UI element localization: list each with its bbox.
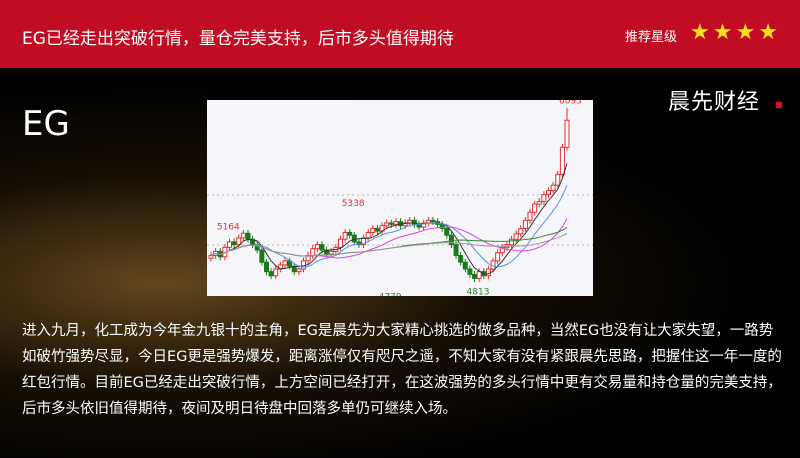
candle <box>374 227 380 232</box>
candle <box>564 119 570 148</box>
candle <box>453 244 459 256</box>
candle <box>430 219 436 223</box>
candle <box>541 194 547 202</box>
star-rating: ★★★★ <box>690 20 781 45</box>
candle <box>250 238 256 246</box>
candle <box>439 223 445 229</box>
candle <box>347 231 353 236</box>
candle <box>522 219 528 229</box>
candle <box>495 252 501 262</box>
candle <box>532 203 538 213</box>
candle <box>527 211 533 221</box>
candle <box>546 190 552 196</box>
candle <box>324 249 330 255</box>
candle <box>476 271 482 279</box>
candle <box>282 260 288 266</box>
candle <box>356 241 362 246</box>
star-icon: ★ <box>735 20 759 45</box>
candle <box>513 233 519 240</box>
candle <box>365 231 371 239</box>
candle <box>240 232 246 239</box>
price-label: 6093 <box>559 100 582 107</box>
candle <box>393 221 399 225</box>
moving-average-line <box>210 232 568 257</box>
product-code: EG <box>22 104 70 144</box>
article-text: 进入九月，化工成为今年金九银十的主角，EG是晨先为大家精心挑选的做多品种，当然E… <box>22 323 782 417</box>
candle <box>509 238 515 246</box>
candle <box>555 173 561 186</box>
header-bar: EG已经走出突破行情，量仓完美支持，后市多头值得期待 推荐星级 ★★★★ <box>0 0 800 68</box>
price-label: 5338 <box>342 199 365 209</box>
candle <box>259 249 265 263</box>
candle <box>402 222 408 227</box>
price-label: 4779 <box>379 292 402 296</box>
candle <box>421 222 427 228</box>
candle <box>351 234 357 243</box>
candle <box>518 227 524 235</box>
candle <box>310 248 316 256</box>
moving-average-line <box>210 163 568 275</box>
candle <box>263 261 269 273</box>
star-icon: ★ <box>712 20 736 45</box>
candle <box>231 241 237 246</box>
candle <box>370 227 376 233</box>
candle <box>444 227 450 236</box>
candle <box>559 146 565 175</box>
candle <box>226 241 232 248</box>
candle <box>337 238 343 248</box>
candle <box>499 246 505 254</box>
candle <box>319 244 325 251</box>
candle <box>328 250 334 255</box>
rating-label: 推荐星级 <box>625 30 678 45</box>
candle <box>467 268 473 275</box>
candle <box>462 261 468 270</box>
candle <box>314 244 320 250</box>
candle <box>361 237 367 246</box>
candle <box>236 237 242 246</box>
brand-logo: 晨先财经 <box>668 90 761 115</box>
candle <box>342 231 348 240</box>
brand-dot <box>776 102 782 108</box>
candle <box>273 268 279 277</box>
candle <box>384 222 390 227</box>
star-icon: ★ <box>690 20 713 45</box>
moving-average-line <box>210 184 568 268</box>
candle <box>208 254 214 259</box>
candle <box>388 222 394 225</box>
candle <box>245 232 251 240</box>
candlestick-svg: 6093 5338 5164 4813 4779 <box>207 97 593 302</box>
candle <box>296 268 302 273</box>
price-label: 5164 <box>217 222 240 232</box>
candle <box>485 268 491 277</box>
candlestick-chart-image: 6093 5338 5164 4813 4779 <box>207 97 593 302</box>
candle <box>472 273 478 279</box>
price-label: 4813 <box>467 288 490 296</box>
candle <box>448 234 454 246</box>
candle <box>458 254 464 263</box>
candle <box>536 200 542 205</box>
candle <box>550 184 556 192</box>
candle <box>268 271 274 277</box>
star-icon: ★ <box>758 20 781 45</box>
headline: EG已经走出突破行情，量仓完美支持，后市多头值得期待 <box>22 29 454 49</box>
